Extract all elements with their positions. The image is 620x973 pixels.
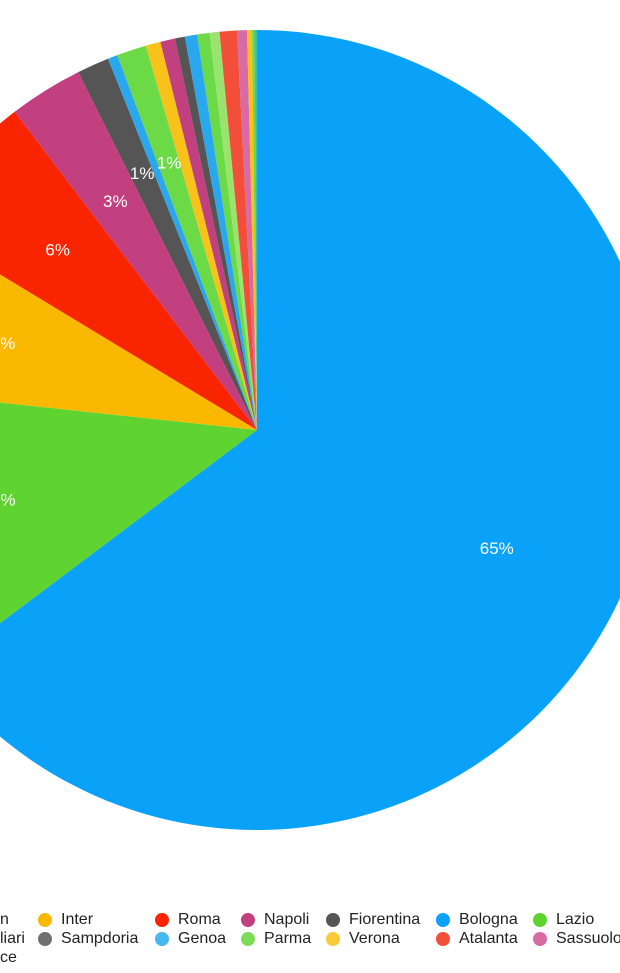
legend-marker [436,913,450,927]
pie-slice [236,30,257,431]
legend-label: Lazio [556,911,594,928]
legend-label: Inter [61,911,94,928]
pie-slice [160,38,257,430]
legend-label: Fiorentina [349,911,420,928]
value-label: 3% [103,192,128,211]
pie-slice [78,58,257,431]
legend-label: Roma [178,911,221,928]
legend-marker [155,913,169,927]
legend-marker [241,932,255,946]
legend-marker [533,913,547,927]
legend-marker [38,913,52,927]
pie-slice [219,30,257,431]
value-label: 7% [0,334,15,353]
value-label: 12% [0,491,16,510]
legend-label: Sampdoria [61,930,138,947]
legend-label: Atalanta [459,930,518,947]
legend-label: ce [0,949,17,966]
legend-label: Napoli [264,911,309,928]
pie-slice [197,32,257,431]
value-label: 65% [480,539,514,558]
legend-marker [38,932,52,946]
legend-label: Sassuolo [556,930,620,947]
legend-marker [155,932,169,946]
legend-label: liari [0,930,25,947]
value-label: 1% [130,164,155,183]
pie-slice [246,30,257,430]
pie-slice [145,41,257,431]
legend-label: n [0,911,9,928]
pie-slice [107,55,257,431]
legend-marker [533,932,547,946]
pie-slice [117,45,257,431]
legend-marker [241,913,255,927]
legend-marker [326,932,340,946]
pie-slice [209,31,257,430]
legend-label: Genoa [178,930,226,947]
pie-slice [0,30,620,830]
pie-slice [184,34,257,431]
pie-slice [174,36,257,431]
pie-slice [0,402,257,624]
legend-label: Verona [349,930,400,947]
pie-slice [0,111,257,430]
pie-slice [251,30,257,430]
legend-marker [326,913,340,927]
value-label: 6% [45,240,70,259]
legend-label: Parma [264,930,311,947]
value-label: 1% [157,154,182,173]
legend-marker [436,932,450,946]
legend-label: Bologna [459,911,518,928]
pie-slice [14,72,257,430]
pie-slice [254,30,257,430]
pie-slice [0,274,257,430]
